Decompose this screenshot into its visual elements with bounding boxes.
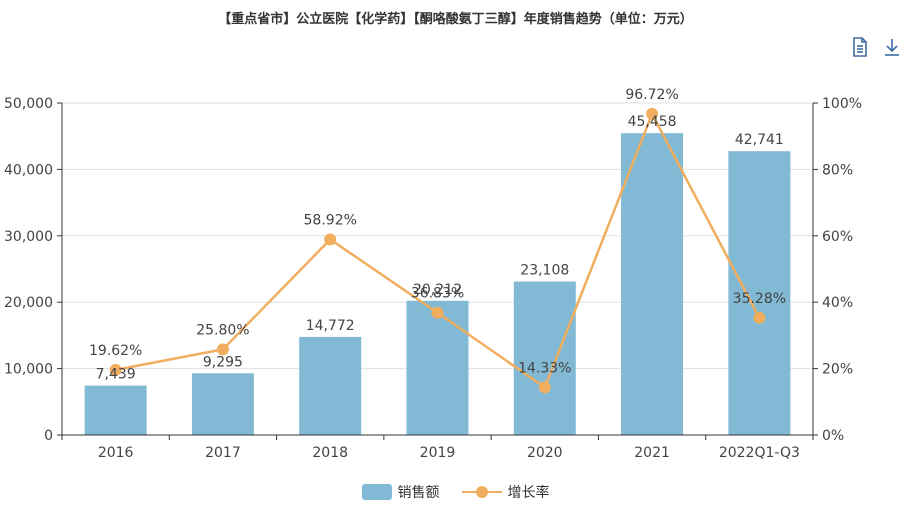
chart-plot: 0 0% 10,000 20% 20,000 40% 30,000 60% 40,000 80% 5…	[4, 87, 862, 461]
y-right-tick-label: 20%	[822, 362, 853, 378]
download-icon[interactable]	[881, 36, 903, 58]
bar-value-label: 23,108	[520, 263, 569, 279]
y-left-tick-label: 10,000	[4, 362, 53, 378]
y-right-tick-label: 60%	[822, 229, 853, 245]
bar	[406, 300, 469, 435]
growth-value-label: 35.28%	[733, 291, 786, 307]
legend: 销售额 增长率	[0, 482, 911, 502]
bar-series	[84, 133, 791, 435]
x-tick-label: 2019	[420, 445, 456, 461]
x-tick-label: 2022Q1-Q3	[719, 445, 800, 461]
bar-value-label: 9,295	[203, 354, 243, 370]
bar	[299, 336, 362, 435]
y-right-tick-label: 40%	[822, 295, 853, 311]
bar-value-label: 7,439	[96, 367, 136, 383]
growth-point	[324, 233, 337, 246]
y-right-tick-label: 80%	[822, 162, 853, 178]
growth-value-label: 25.80%	[196, 322, 249, 338]
growth-point	[538, 381, 551, 394]
bar	[513, 281, 576, 435]
growth-value-label: 19.62%	[89, 343, 142, 359]
legend-line-swatch	[461, 486, 502, 498]
x-tick-label: 2020	[527, 445, 563, 461]
x-tick-label: 2018	[312, 445, 348, 461]
y-left-tick-label: 40,000	[4, 162, 53, 178]
data-labels: 7,439 9,295 14,772 20,212 23,108 45,458 42,741…	[89, 87, 786, 383]
bar	[191, 373, 254, 435]
legend-item-bar[interactable]: 销售额	[361, 482, 440, 502]
y-left-tick-label: 50,000	[4, 96, 53, 112]
y-right-tick-label: 0%	[822, 428, 844, 444]
legend-label-bar: 销售额	[397, 485, 440, 501]
bar-value-label: 42,741	[735, 132, 784, 148]
legend-bar-swatch	[361, 484, 392, 500]
bar	[728, 151, 791, 435]
growth-value-label: 96.72%	[625, 87, 678, 103]
bar-value-label: 14,772	[306, 318, 355, 334]
axis-layer: 0 0% 10,000 20% 20,000 40% 30,000 60% 40,000 80% 5…	[4, 96, 862, 461]
legend-item-line[interactable]: 增长率	[461, 482, 550, 502]
y-left-tick-label: 0	[44, 428, 53, 444]
bar-value-label: 45,458	[628, 114, 677, 130]
document-icon[interactable]	[849, 36, 871, 58]
y-right-tick-label: 100%	[822, 96, 862, 112]
growth-point	[431, 306, 444, 319]
chart-toolbox	[849, 36, 903, 58]
y-left-tick-label: 20,000	[4, 295, 53, 311]
chart-title: 【重点省市】公立医院【化学药】【酮咯酸氨丁三醇】年度销售趋势（单位：万元）	[218, 12, 693, 27]
legend-label-line: 增长率	[507, 485, 550, 501]
y-left-tick-label: 30,000	[4, 229, 53, 245]
growth-point	[753, 311, 766, 324]
bar	[621, 133, 684, 435]
line-series	[109, 107, 766, 394]
growth-value-label: 58.92%	[304, 212, 357, 228]
x-tick-label: 2021	[634, 445, 670, 461]
growth-point	[109, 363, 122, 376]
bar	[84, 385, 147, 435]
growth-value-label: 36.83%	[411, 286, 464, 302]
growth-value-label: 14.33%	[518, 360, 571, 376]
bar-value-label: 20,212	[413, 282, 462, 298]
x-tick-label: 2017	[205, 445, 241, 461]
growth-point	[646, 107, 659, 120]
x-tick-label: 2016	[98, 445, 134, 461]
growth-point	[216, 343, 229, 356]
